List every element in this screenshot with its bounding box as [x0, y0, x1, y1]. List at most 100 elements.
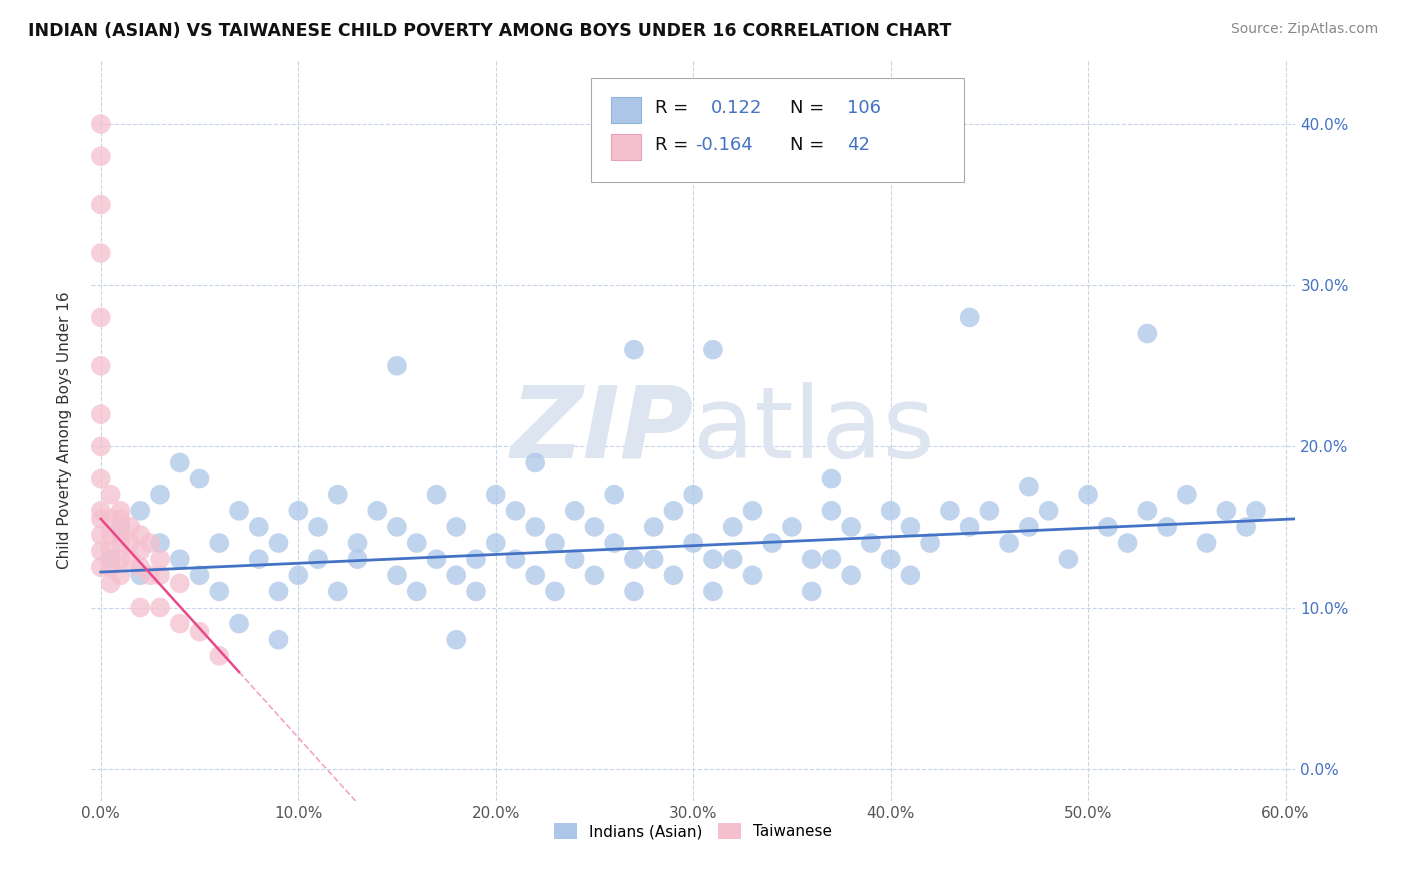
Point	[524, 455, 547, 469]
Point	[110, 528, 132, 542]
Point	[879, 552, 901, 566]
Point	[564, 552, 586, 566]
Point	[208, 584, 231, 599]
Point	[287, 568, 309, 582]
Point	[820, 552, 842, 566]
Point	[1038, 504, 1060, 518]
FancyBboxPatch shape	[591, 78, 965, 182]
Point	[544, 536, 567, 550]
Point	[120, 536, 142, 550]
Point	[1057, 552, 1080, 566]
Point	[139, 568, 162, 582]
Point	[188, 472, 211, 486]
Text: atlas: atlas	[693, 382, 935, 479]
Point	[287, 504, 309, 518]
Point	[169, 616, 191, 631]
Point	[623, 343, 645, 357]
Point	[761, 536, 783, 550]
Point	[643, 520, 665, 534]
Point	[149, 600, 172, 615]
Point	[208, 648, 231, 663]
Point	[385, 568, 408, 582]
Point	[120, 520, 142, 534]
Point	[188, 568, 211, 582]
Point	[524, 520, 547, 534]
Point	[1018, 520, 1040, 534]
Point	[129, 504, 152, 518]
Point	[1018, 480, 1040, 494]
Point	[100, 552, 122, 566]
Point	[110, 536, 132, 550]
Point	[702, 584, 724, 599]
Point	[879, 504, 901, 518]
Point	[90, 310, 112, 325]
Point	[405, 536, 427, 550]
Point	[505, 552, 527, 566]
Text: -0.164: -0.164	[696, 136, 754, 153]
Point	[366, 504, 388, 518]
Text: INDIAN (ASIAN) VS TAIWANESE CHILD POVERTY AMONG BOYS UNDER 16 CORRELATION CHART: INDIAN (ASIAN) VS TAIWANESE CHILD POVERT…	[28, 22, 952, 40]
Point	[603, 536, 626, 550]
Point	[465, 584, 488, 599]
Point	[208, 536, 231, 550]
Point	[800, 584, 823, 599]
Point	[998, 536, 1021, 550]
Point	[326, 584, 349, 599]
Point	[90, 197, 112, 211]
Bar	[612, 96, 641, 122]
Point	[90, 407, 112, 421]
Point	[603, 488, 626, 502]
Point	[326, 488, 349, 502]
Point	[444, 632, 467, 647]
Point	[544, 584, 567, 599]
Point	[110, 520, 132, 534]
Point	[110, 504, 132, 518]
Point	[444, 568, 467, 582]
Point	[100, 512, 122, 526]
Point	[129, 568, 152, 582]
Point	[1116, 536, 1139, 550]
Point	[425, 552, 447, 566]
Point	[959, 310, 981, 325]
Point	[110, 568, 132, 582]
Point	[90, 560, 112, 574]
Point	[741, 504, 763, 518]
Point	[1215, 504, 1237, 518]
Point	[129, 544, 152, 558]
Point	[90, 359, 112, 373]
Bar	[612, 134, 641, 160]
Point	[149, 568, 172, 582]
Point	[149, 552, 172, 566]
Point	[524, 568, 547, 582]
Point	[820, 504, 842, 518]
Point	[346, 536, 368, 550]
Point	[1136, 326, 1159, 341]
Point	[444, 520, 467, 534]
Point	[485, 536, 508, 550]
Point	[90, 512, 112, 526]
Point	[267, 584, 290, 599]
Point	[1175, 488, 1198, 502]
Point	[1156, 520, 1178, 534]
Point	[129, 528, 152, 542]
Point	[405, 584, 427, 599]
Y-axis label: Child Poverty Among Boys Under 16: Child Poverty Among Boys Under 16	[58, 292, 72, 569]
Text: 106: 106	[848, 99, 882, 117]
Point	[169, 576, 191, 591]
Point	[741, 568, 763, 582]
Point	[100, 488, 122, 502]
Point	[583, 520, 606, 534]
Text: Source: ZipAtlas.com: Source: ZipAtlas.com	[1230, 22, 1378, 37]
Point	[90, 544, 112, 558]
Point	[188, 624, 211, 639]
Point	[979, 504, 1001, 518]
Point	[800, 552, 823, 566]
Point	[939, 504, 962, 518]
Point	[228, 616, 250, 631]
Point	[662, 568, 685, 582]
Point	[247, 552, 270, 566]
Point	[90, 439, 112, 453]
Point	[859, 536, 882, 550]
Point	[346, 552, 368, 566]
Point	[623, 552, 645, 566]
